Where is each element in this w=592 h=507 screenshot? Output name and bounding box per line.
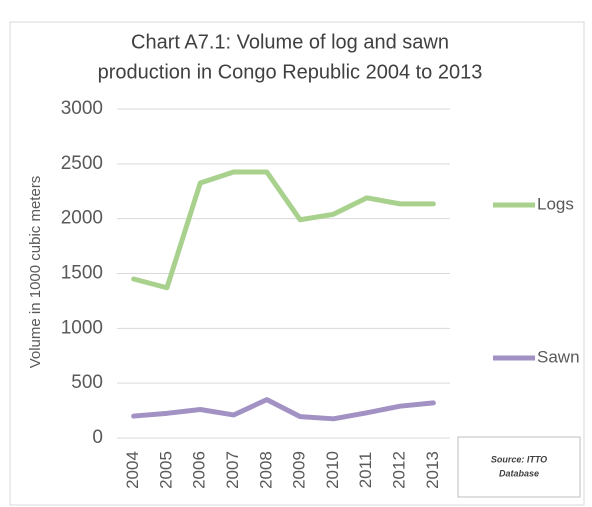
y-axis-title: Volume in 1000 cubic meters xyxy=(27,176,44,369)
chart-border xyxy=(9,21,585,506)
chart-title: Chart A7.1: Volume of log and sawn xyxy=(131,31,449,53)
x-tick-label: 2006 xyxy=(190,451,209,489)
x-tick-label: 2004 xyxy=(123,451,142,489)
source-note: Database xyxy=(499,468,539,478)
x-tick-label: 2012 xyxy=(390,451,409,489)
y-tick-label: 2500 xyxy=(61,153,103,174)
y-tick-label: 3000 xyxy=(61,98,103,119)
x-tick-label: 2011 xyxy=(356,452,375,489)
source-note: Source: ITTO xyxy=(491,454,547,464)
x-tick-label: 2013 xyxy=(423,451,442,489)
y-tick-label: 1000 xyxy=(61,317,103,338)
data-line xyxy=(131,169,436,291)
y-tick-label: 0 xyxy=(92,427,103,448)
y-tick-label: 1500 xyxy=(61,263,103,284)
x-tick-label: 2008 xyxy=(256,451,275,489)
x-tick-label: 2007 xyxy=(223,451,242,489)
x-tick-label: 2005 xyxy=(156,451,175,489)
chart-title: production in Congo Republic 2004 to 201… xyxy=(98,61,483,83)
legend-label: Logs xyxy=(537,194,574,213)
y-tick-label: 500 xyxy=(71,372,103,393)
x-tick-label: 2010 xyxy=(323,451,342,489)
x-tick-label: 2009 xyxy=(290,451,309,489)
data-line xyxy=(131,397,436,422)
legend-label: Sawn xyxy=(537,347,580,366)
source-box xyxy=(457,436,581,498)
y-tick-label: 2000 xyxy=(61,208,103,229)
